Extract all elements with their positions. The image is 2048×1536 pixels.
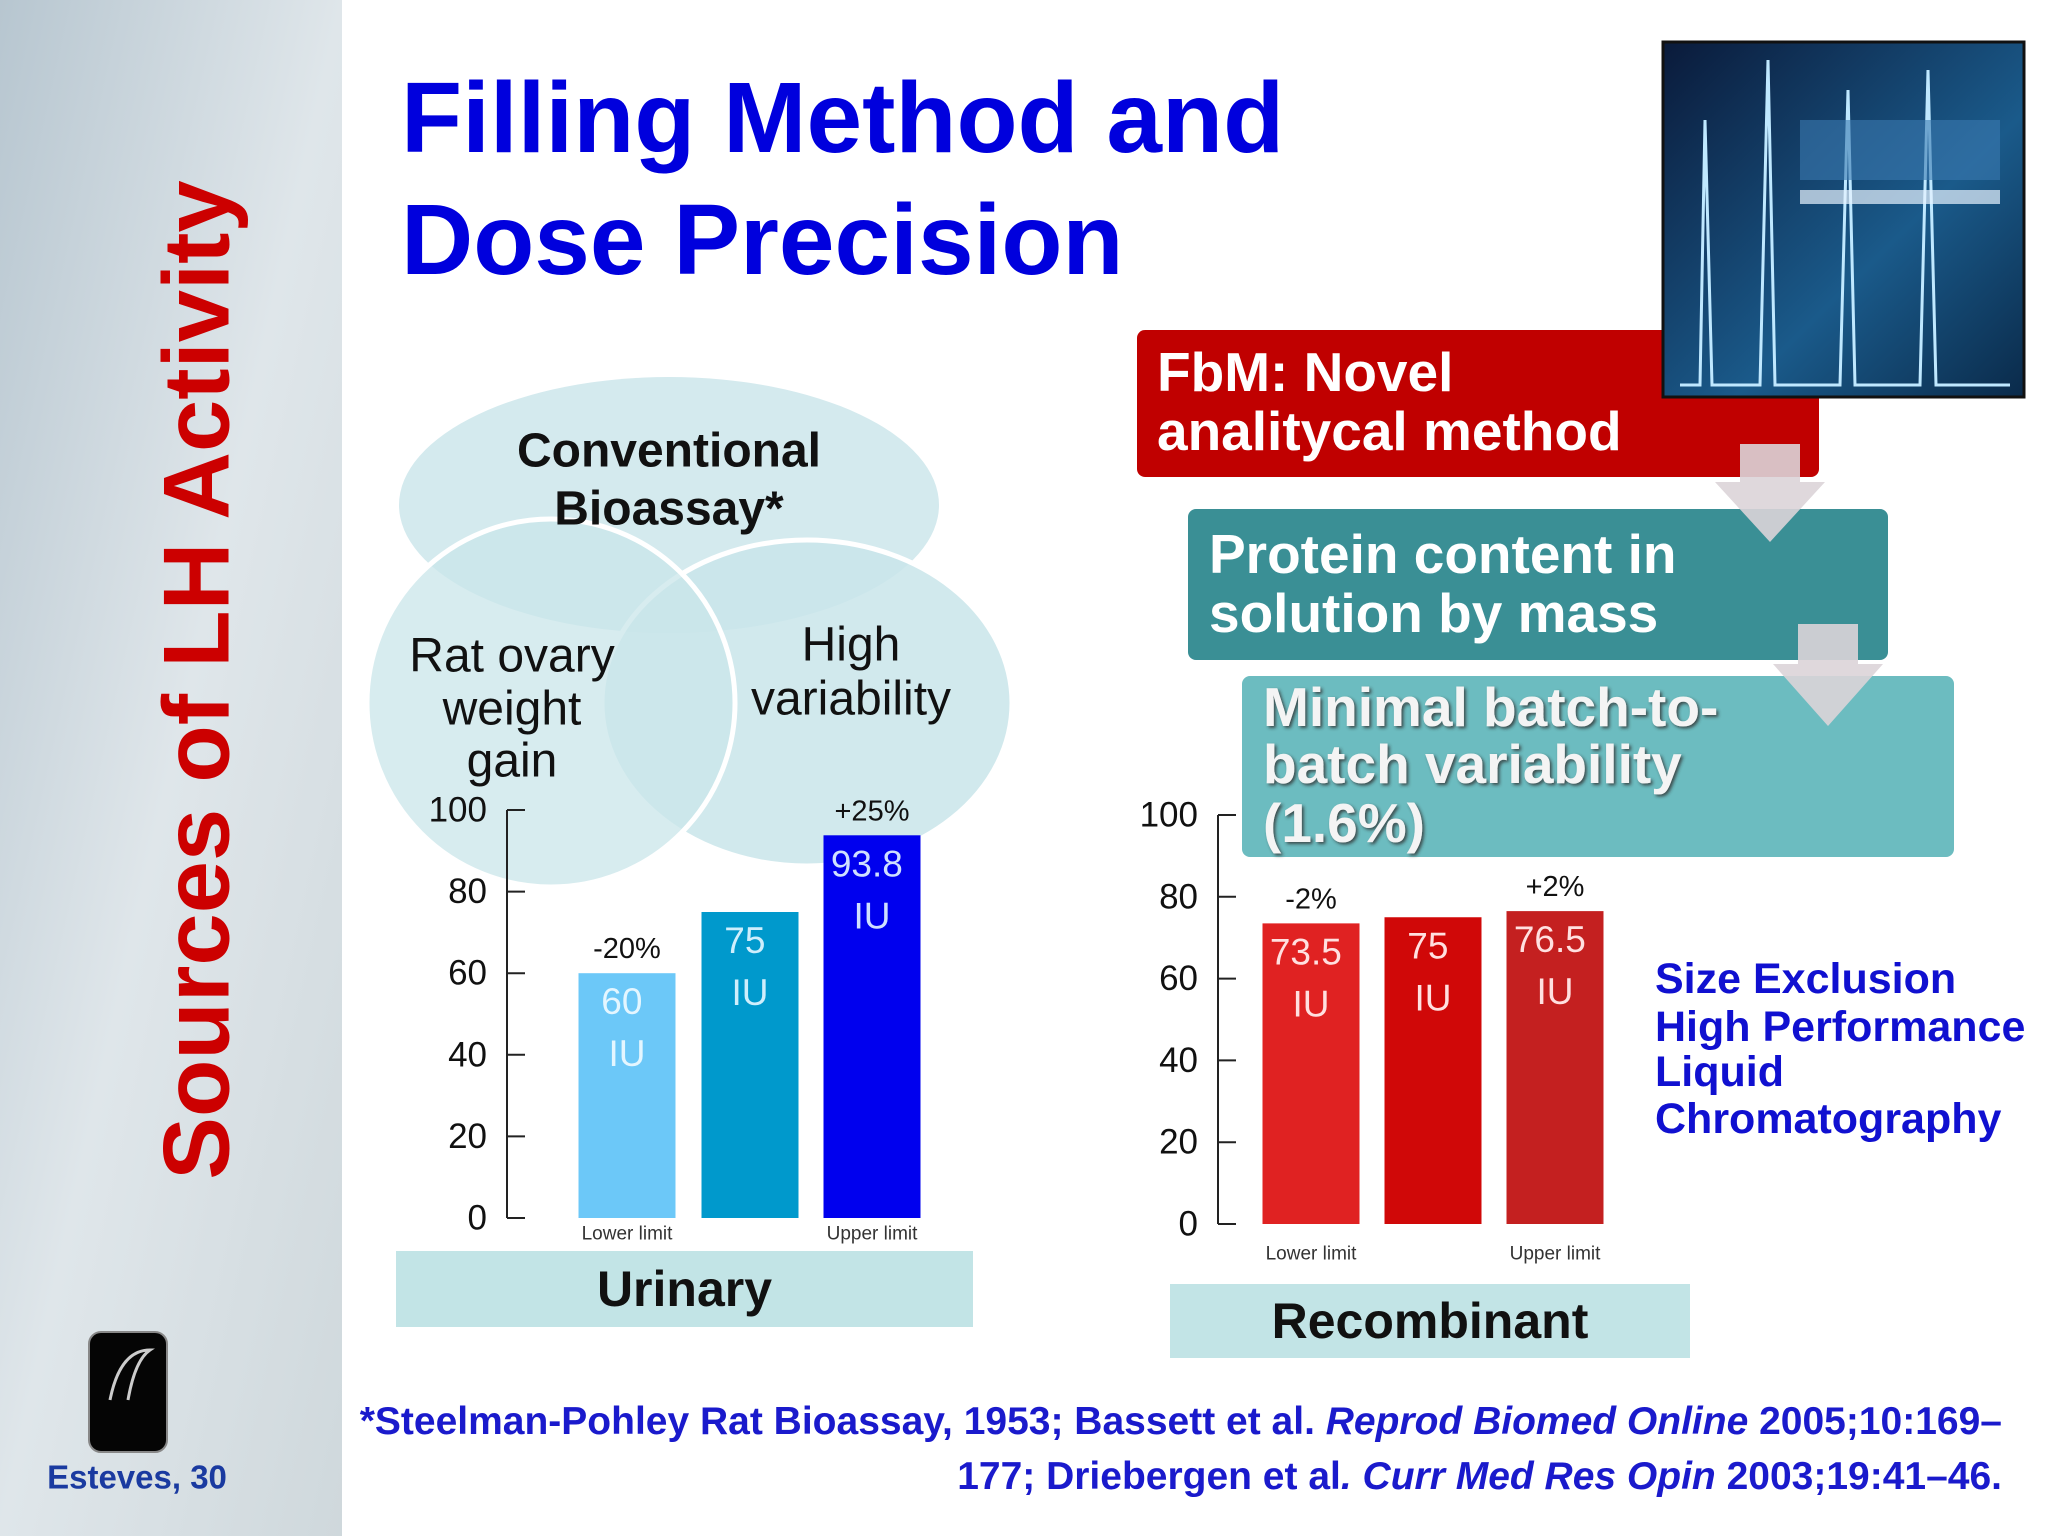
value-label: 75 IU [724,920,775,1013]
x-axis-title: Urinary [597,1261,772,1317]
method-line: Chromatography [1655,1095,2002,1143]
flow-arrow [1715,444,1825,542]
value-label-line: 75 [1407,925,1458,966]
y-tick-label: 20 [1159,1123,1198,1162]
flow-text: Protein content in [1209,523,1677,585]
logo-mark [108,1348,155,1401]
photo-shape [1800,190,2000,204]
value-label-line: IU [1293,983,1330,1024]
footer: Esteves, 30 [47,1459,227,1496]
title: Filling Method and Dose Precision [401,62,1284,296]
flow-text: Minimal batch-to- [1263,676,1718,738]
y-tick-label: 80 [448,872,487,911]
venn-label: Rat ovary [409,630,614,683]
citation-segment: 2003;19:41–46. [1716,1455,2002,1498]
y-tick-label: 100 [429,791,487,830]
venn-circle [364,516,738,890]
citation-line: 177; Driebergen et al. Curr Med Res Opin… [957,1455,2002,1498]
y-tick-label: 0 [1179,1205,1198,1244]
citation-segment: *Steelman-Pohley Rat Bioassay, 1953; Bas… [360,1400,1326,1443]
value-label: 76.5 IU [1514,919,1596,1012]
value-label-line: IU [609,1033,646,1074]
citation-segment: . Curr Med Res Opin [1341,1455,1716,1498]
y-tick-label: 60 [1159,959,1198,998]
sidebar [0,0,342,1536]
x-tick-label: Upper limit [827,1224,919,1245]
method-line: Size Exclusion [1655,955,1956,1003]
x-tick-label: Lower limit [582,1224,674,1245]
venn-label: variability [751,673,951,726]
value-label: 93.8 IU [831,843,913,936]
title-line: Filling Method and [401,62,1284,174]
category-box [1170,1284,1690,1358]
citation: *Steelman-Pohley Rat Bioassay, 1953; Bas… [360,1400,2002,1498]
flow-arrow [1773,624,1883,726]
bar [701,912,799,1218]
value-label-line: IU [1537,971,1574,1012]
flow-text: analitycal method [1157,400,1622,462]
y-tick-label: 40 [448,1035,487,1074]
value-label: 73.5 IU [1270,931,1352,1024]
value-label-line: 93.8 [831,843,913,884]
flow-text: FbM: Novel [1157,341,1453,403]
y-tick-label: 20 [448,1117,487,1156]
photo-shape [1800,120,2000,180]
y-tick-label: 80 [1159,877,1198,916]
logo [88,1331,168,1453]
venn: Conventional Bioassay* Rat ovary weight … [364,377,1015,890]
photo [1661,40,2026,399]
y-tick-label: 100 [1140,796,1198,835]
bar [823,835,921,1218]
y-tick-label: 0 [468,1199,487,1238]
flow: FbM: Novel analitycal method Protein con… [1137,330,1954,857]
venn-label: High [802,619,901,672]
method-line: Liquid [1655,1048,1784,1096]
flow-text: solution by mass [1209,582,1658,644]
flow-box [1242,676,1954,857]
value-label: 60 IU [601,981,652,1074]
flow-text: (1.6%) [1263,792,1425,854]
x-tick-label: Lower limit [1266,1244,1358,1265]
value-label-line: 73.5 [1270,931,1352,972]
y-tick-label: 40 [1159,1041,1198,1080]
venn-label: gain [467,735,558,788]
sidebar-title: Sources of LH Activity [144,180,249,1179]
value-label-line: IU [854,895,891,936]
citation-segment: Reprod Biomed Online [1326,1400,1749,1443]
value-label: 75 IU [1407,925,1458,1018]
bar [578,973,676,1218]
bar [1262,923,1360,1224]
method: Size Exclusion High Performance Liquid C… [1655,955,2025,1143]
venn-label: weight [442,683,582,736]
citation-line: *Steelman-Pohley Rat Bioassay, 1953; Bas… [360,1400,2002,1443]
bar [1384,917,1482,1224]
venn-label: Conventional [517,425,821,478]
bar-annotation: +25% [835,795,910,827]
y-tick-label: 60 [448,954,487,993]
venn-label: Bioassay* [554,483,784,536]
category-box [396,1251,973,1327]
value-label-line: IU [1415,977,1452,1018]
flow-box [1137,330,1819,477]
bar-annotation: -2% [1285,883,1337,915]
citation-segment: 177; Driebergen et al [957,1455,1341,1498]
value-label-line: 75 [724,920,775,961]
bar [1506,911,1604,1224]
bar-annotation: -20% [593,933,661,965]
method-line: High Performance [1655,1003,2025,1051]
title-line: Dose Precision [401,184,1124,296]
x-tick-label: Upper limit [1510,1244,1602,1265]
citation-segment: 2005;10:169– [1748,1400,2002,1443]
flow-text: batch variability [1263,733,1682,795]
value-label-line: 60 [601,981,652,1022]
value-label-line: 76.5 [1514,919,1596,960]
flow-box [1188,509,1888,660]
bar-annotation: +2% [1526,871,1585,903]
x-axis-title: Recombinant [1272,1293,1589,1349]
value-label-line: IU [732,972,769,1013]
